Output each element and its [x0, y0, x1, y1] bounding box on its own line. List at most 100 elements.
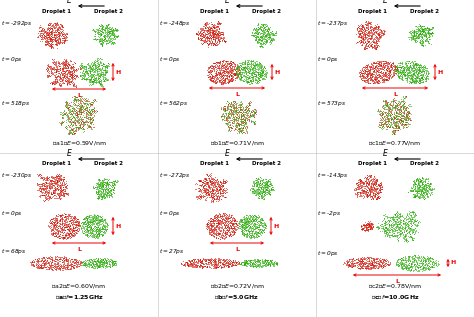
Point: [228, 68, 236, 73]
Point: [196, 195, 204, 200]
Point: [211, 62, 219, 67]
Point: [103, 29, 111, 34]
Point: [398, 261, 406, 266]
Point: [97, 31, 105, 36]
Point: [42, 190, 49, 195]
Point: [405, 69, 412, 74]
Point: [249, 261, 256, 266]
Point: [345, 257, 352, 262]
Point: [233, 126, 240, 131]
Point: [239, 122, 247, 127]
Point: [55, 30, 62, 35]
Point: [396, 231, 404, 236]
Point: [419, 189, 426, 194]
Point: [212, 32, 219, 37]
Point: [244, 228, 252, 233]
Point: [387, 72, 395, 77]
Point: [404, 69, 411, 74]
Point: [229, 99, 237, 104]
Point: [420, 197, 428, 202]
Point: [392, 64, 400, 69]
Point: [385, 72, 392, 77]
Point: [95, 218, 102, 223]
Point: [91, 36, 98, 41]
Point: [395, 118, 403, 123]
Point: [229, 107, 237, 113]
Point: [254, 262, 261, 267]
Point: [84, 217, 91, 223]
Point: [58, 80, 65, 85]
Point: [362, 77, 370, 82]
Point: [228, 127, 235, 132]
Point: [98, 66, 106, 71]
Point: [398, 119, 405, 124]
Point: [101, 63, 109, 68]
Point: [217, 234, 225, 239]
Point: [389, 117, 397, 122]
Point: [212, 33, 220, 38]
Point: [85, 68, 93, 74]
Point: [367, 75, 375, 80]
Point: [374, 36, 382, 41]
Point: [260, 40, 268, 45]
Point: [196, 36, 204, 41]
Point: [360, 189, 367, 194]
Point: [407, 216, 414, 221]
Point: [99, 183, 106, 188]
Point: [371, 24, 379, 29]
Point: [204, 173, 211, 178]
Point: [48, 260, 55, 265]
Point: [212, 73, 219, 78]
Point: [81, 119, 89, 124]
Point: [239, 64, 246, 69]
Point: [364, 222, 372, 227]
Point: [215, 256, 223, 261]
Point: [203, 264, 210, 269]
Point: [410, 32, 417, 37]
Point: [254, 35, 262, 40]
Point: [70, 118, 78, 123]
Point: [351, 187, 358, 192]
Point: [241, 74, 249, 79]
Point: [242, 116, 249, 121]
Point: [52, 213, 60, 218]
Point: [90, 186, 98, 191]
Point: [251, 63, 258, 68]
Point: [72, 127, 79, 132]
Point: [77, 120, 85, 125]
Point: [210, 63, 217, 68]
Point: [100, 181, 107, 186]
Point: [385, 110, 392, 115]
Point: [77, 108, 84, 113]
Point: [251, 62, 258, 67]
Point: [386, 120, 394, 125]
Point: [252, 25, 259, 30]
Point: [240, 262, 247, 267]
Point: [259, 40, 266, 45]
Point: [366, 191, 374, 196]
Point: [243, 63, 250, 68]
Point: [399, 224, 406, 229]
Point: [215, 188, 222, 193]
Point: [92, 29, 100, 34]
Point: [206, 216, 213, 221]
Point: [255, 218, 263, 223]
Point: [55, 60, 62, 65]
Point: [197, 183, 204, 188]
Point: [406, 234, 413, 239]
Point: [227, 264, 235, 269]
Point: [94, 29, 102, 34]
Point: [221, 231, 229, 236]
Point: [365, 221, 373, 226]
Point: [61, 112, 68, 117]
Point: [371, 76, 378, 81]
Point: [49, 186, 56, 191]
Point: [85, 257, 93, 262]
Point: [218, 72, 225, 77]
Point: [241, 61, 249, 67]
Point: [211, 37, 219, 42]
Point: [368, 223, 376, 228]
Point: [250, 260, 257, 265]
Point: [419, 189, 426, 194]
Point: [108, 41, 115, 46]
